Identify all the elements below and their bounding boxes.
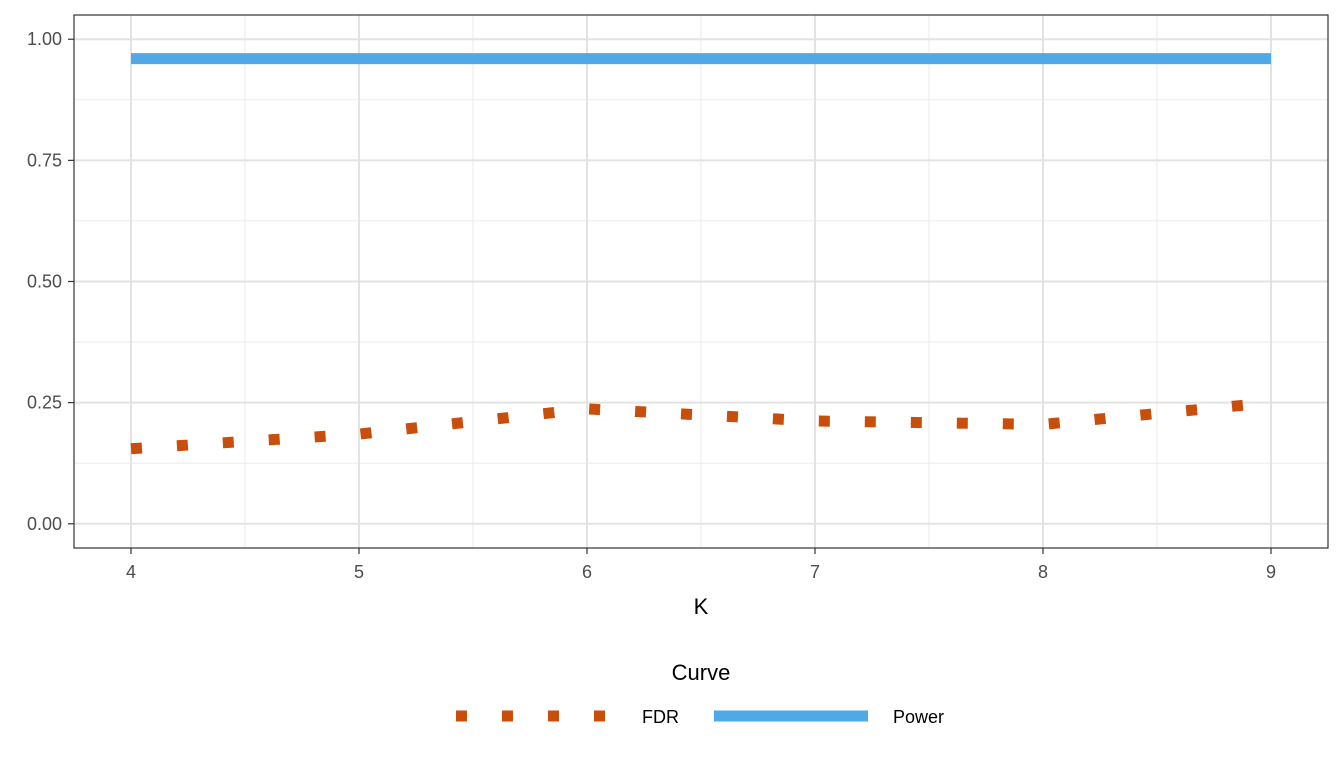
x-tick-label: 5 xyxy=(354,562,364,582)
x-tick-label: 4 xyxy=(126,562,136,582)
grid-major xyxy=(74,15,1328,548)
series-layer xyxy=(130,53,1272,455)
legend: Curve FDR Power xyxy=(456,660,944,727)
y-tick-label: 0.50 xyxy=(27,272,62,292)
y-tick-label: 0.00 xyxy=(27,514,62,534)
legend-title: Curve xyxy=(672,660,731,685)
legend-label-power: Power xyxy=(893,707,944,727)
x-tick-label: 7 xyxy=(810,562,820,582)
x-axis-title: K xyxy=(694,594,709,619)
x-tick-label: 8 xyxy=(1038,562,1048,582)
legend-label-fdr: FDR xyxy=(642,707,679,727)
y-tick-label: 0.25 xyxy=(27,393,62,413)
y-tick-label: 1.00 xyxy=(27,29,62,49)
y-axis: 0.00 0.25 0.50 0.75 1.00 xyxy=(27,29,74,534)
y-tick-label: 0.75 xyxy=(27,150,62,170)
series-line-fdr xyxy=(130,397,1272,455)
x-axis: 4 5 6 7 8 9 xyxy=(126,548,1276,582)
x-tick-label: 9 xyxy=(1266,562,1276,582)
legend-items: FDR Power xyxy=(456,707,944,727)
x-tick-label: 6 xyxy=(582,562,592,582)
